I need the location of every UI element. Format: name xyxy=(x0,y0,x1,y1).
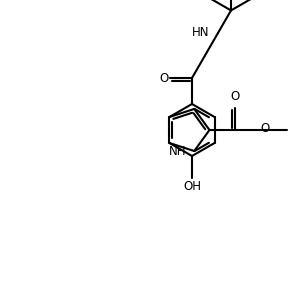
Text: O: O xyxy=(159,72,169,84)
Text: O: O xyxy=(261,121,270,135)
Text: NH: NH xyxy=(169,145,186,158)
Text: O: O xyxy=(231,90,240,103)
Text: OH: OH xyxy=(183,180,201,193)
Text: HN: HN xyxy=(192,26,209,39)
